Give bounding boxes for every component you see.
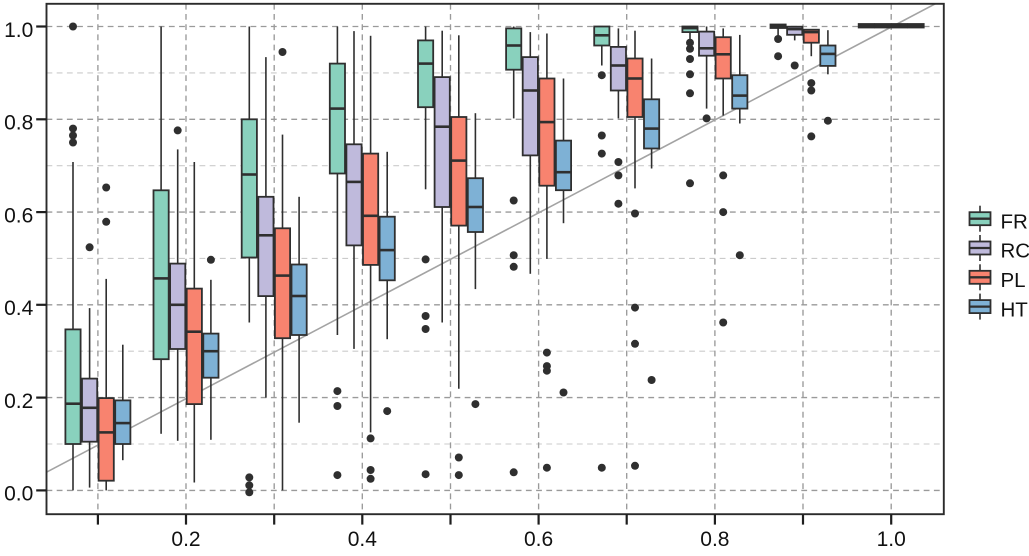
svg-text:RC: RC [1001, 240, 1029, 263]
svg-text:0.2: 0.2 [171, 528, 200, 551]
svg-text:0.6: 0.6 [524, 528, 553, 551]
svg-text:1.0: 1.0 [4, 19, 33, 42]
svg-text:0.4: 0.4 [4, 297, 34, 320]
svg-text:1.0: 1.0 [877, 528, 906, 551]
svg-text:0.0: 0.0 [4, 483, 33, 506]
svg-text:0.2: 0.2 [4, 390, 33, 413]
svg-text:0.6: 0.6 [4, 204, 33, 227]
svg-text:0.8: 0.8 [4, 112, 33, 135]
svg-text:0.4: 0.4 [348, 528, 378, 551]
svg-text:PL: PL [1001, 269, 1026, 292]
svg-text:FR: FR [1001, 210, 1028, 233]
svg-text:0.8: 0.8 [700, 528, 729, 551]
svg-text:HT: HT [1001, 298, 1029, 321]
